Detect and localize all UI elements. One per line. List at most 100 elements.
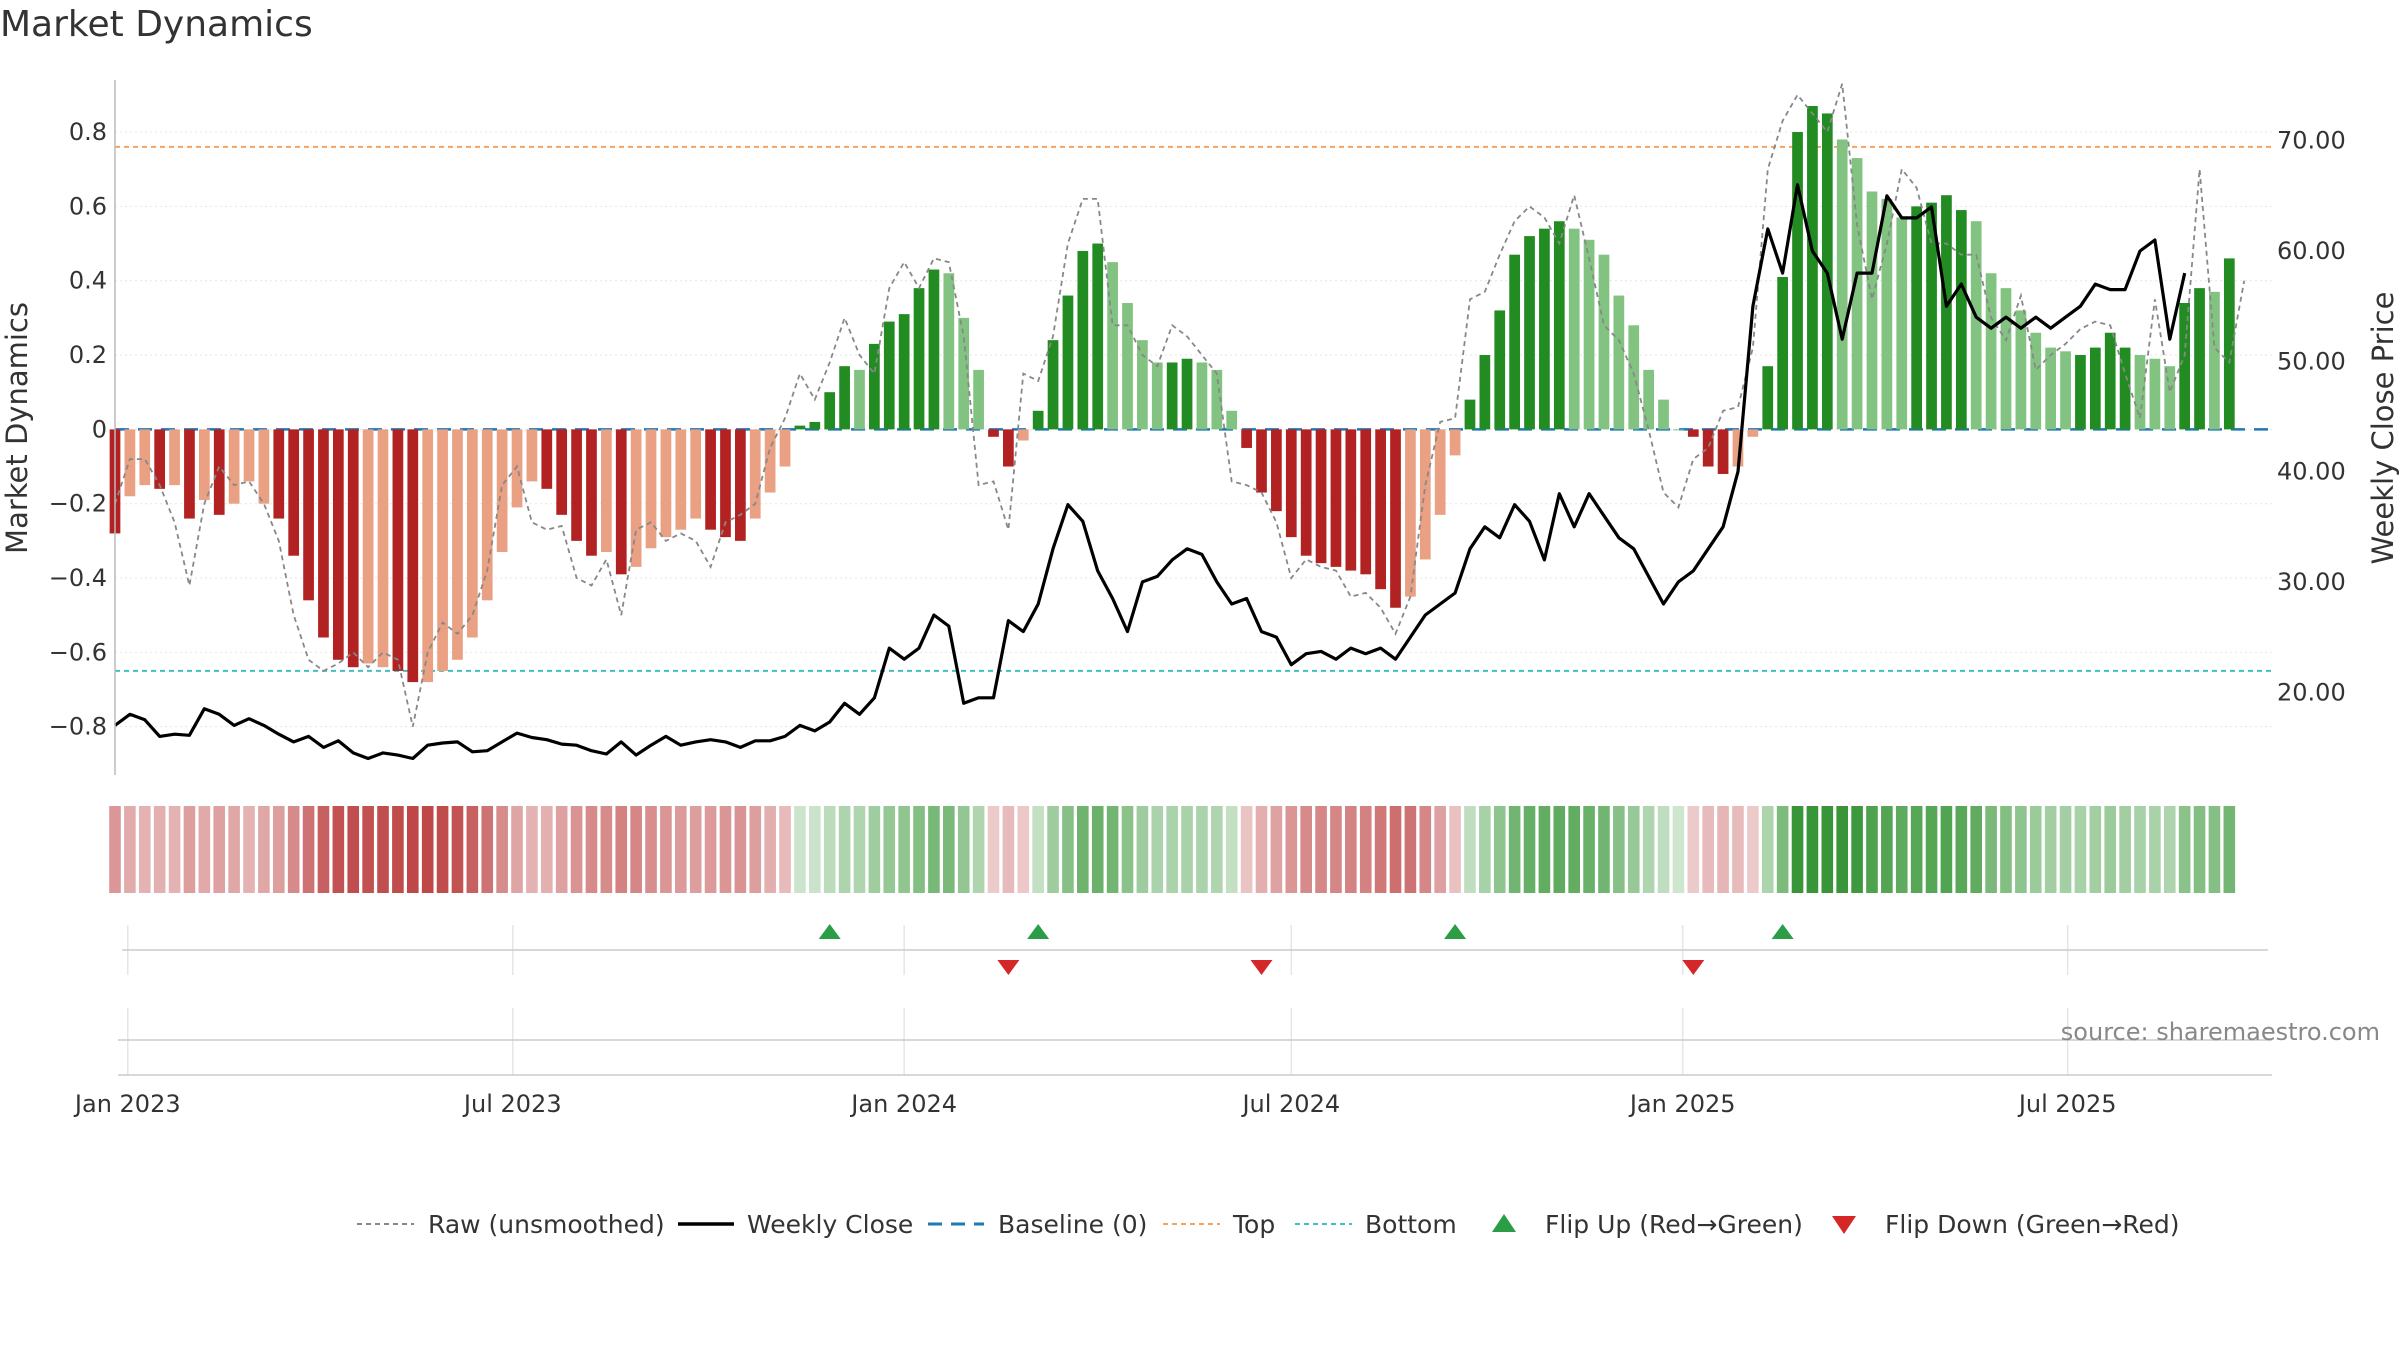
y-tick-label: 0.8 — [69, 118, 107, 146]
regime-cell — [377, 806, 389, 893]
regime-cell — [540, 806, 553, 893]
regime-cell — [198, 806, 211, 893]
regime-cell — [1151, 806, 1164, 893]
regime-cell — [183, 806, 196, 893]
dynamics-bar — [1151, 362, 1163, 430]
dynamics-bar — [1285, 429, 1297, 538]
flip-up-marker — [818, 924, 841, 939]
y-tick-label: −0.2 — [49, 490, 107, 518]
axis-layer: −0.8 −0.6 −0.4 −0.2 0 0.2 0.4 0.6 0.8 20.00 30.00 4… — [0, 80, 2400, 775]
dynamics-bar — [1896, 217, 1908, 430]
dynamics-bar — [913, 288, 925, 430]
regime-cell — [838, 806, 851, 893]
dynamics-bar — [824, 392, 836, 430]
dynamics-bar — [1673, 429, 1684, 431]
y2-tick-label: 50.00 — [2277, 347, 2346, 375]
regime-cell — [1776, 806, 1789, 893]
regime-cell — [2044, 806, 2057, 893]
regime-cell — [1806, 806, 1819, 893]
dynamics-bar — [1345, 429, 1357, 571]
legend-label-top: Top — [1232, 1210, 1275, 1239]
regime-cell — [1523, 806, 1536, 893]
dynamics-bar — [1375, 429, 1386, 590]
dynamics-bar — [1047, 340, 1059, 430]
regime-cell — [645, 806, 657, 893]
legend-label-baseline: Baseline (0) — [998, 1210, 1147, 1239]
flip-up-marker — [1771, 924, 1794, 939]
regime-cell — [213, 806, 226, 893]
dynamics-bar — [2209, 291, 2220, 430]
dynamics-bar — [1077, 250, 1089, 430]
dynamics-bar — [2000, 288, 2012, 430]
dynamics-bar — [362, 429, 374, 664]
dynamics-bar — [1941, 195, 1952, 430]
dynamics-bar — [749, 429, 761, 519]
y-tick-label: −0.6 — [49, 638, 107, 666]
regime-cell — [1881, 806, 1893, 893]
chart-title: Market Dynamics — [0, 4, 313, 45]
regime-cell — [555, 806, 568, 893]
regime-cell — [1136, 806, 1149, 893]
dynamics-bar — [988, 429, 999, 437]
regime-cell — [2149, 806, 2161, 893]
legend-flip-down-icon — [1832, 1216, 1856, 1234]
regime-cell — [749, 806, 762, 893]
regime-cell — [1419, 806, 1432, 893]
y2-tick-label: 30.00 — [2277, 568, 2346, 596]
regime-cell — [436, 806, 449, 893]
regime-cell — [1493, 806, 1506, 893]
regime-cell — [898, 806, 910, 893]
regime-cell — [1598, 806, 1610, 893]
dynamics-bar — [1568, 228, 1580, 430]
regime-cell — [615, 806, 628, 893]
regime-cell — [1568, 806, 1580, 893]
regime-cell — [2223, 806, 2236, 893]
regime-cell — [2000, 806, 2012, 893]
dynamics-bar — [124, 429, 136, 497]
regime-cell — [1970, 806, 1983, 893]
regime-cell — [675, 806, 687, 893]
dynamics-bar — [720, 429, 731, 538]
dynamics-bar — [1479, 355, 1491, 430]
regime-cell — [1717, 806, 1729, 893]
regime-cell — [1091, 806, 1104, 893]
regime-cell — [1836, 806, 1848, 893]
regime-cell — [957, 806, 970, 893]
dynamics-bar — [1836, 139, 1848, 430]
regime-cell — [853, 806, 866, 893]
regime-cell — [1285, 806, 1298, 893]
dynamics-bar — [1777, 276, 1788, 430]
regime-cell — [392, 806, 404, 893]
dynamics-bar — [1330, 429, 1342, 567]
dynamics-bar — [1107, 262, 1118, 430]
x-tick-label: Jan 2023 — [73, 1090, 181, 1118]
dynamics-bar — [2089, 347, 2101, 430]
legend-flip-up-icon — [1492, 1214, 1516, 1232]
dynamics-bar — [675, 429, 687, 530]
regime-cell — [1702, 806, 1714, 893]
dynamics-bar — [1643, 369, 1654, 430]
regime-cell — [466, 806, 479, 893]
regime-cell — [1851, 806, 1863, 893]
dynamics-bar — [1003, 429, 1014, 467]
regime-cell — [600, 806, 613, 893]
y2-tick-label: 70.00 — [2277, 127, 2346, 155]
dynamics-bar — [2015, 310, 2027, 430]
regime-cell — [1821, 806, 1834, 893]
regime-cell — [1211, 806, 1223, 893]
regime-cell — [1449, 806, 1461, 893]
dynamics-bar — [1256, 429, 1267, 493]
regime-cell — [585, 806, 598, 893]
regime-cell — [1032, 806, 1044, 893]
y-tick-label: 0 — [92, 415, 107, 443]
regime-cell — [153, 806, 166, 893]
regime-cell — [1895, 806, 1908, 893]
legend-label-flip_down: Flip Down (Green→Red) — [1885, 1210, 2180, 1239]
dynamics-bar — [541, 429, 553, 489]
dynamics-bar — [422, 429, 434, 683]
dynamics-bar — [1955, 210, 1967, 430]
dynamics-bar — [1628, 325, 1640, 430]
regime-cell — [2208, 806, 2221, 893]
regime-cell — [868, 806, 881, 893]
dynamics-bar — [1851, 158, 1863, 430]
